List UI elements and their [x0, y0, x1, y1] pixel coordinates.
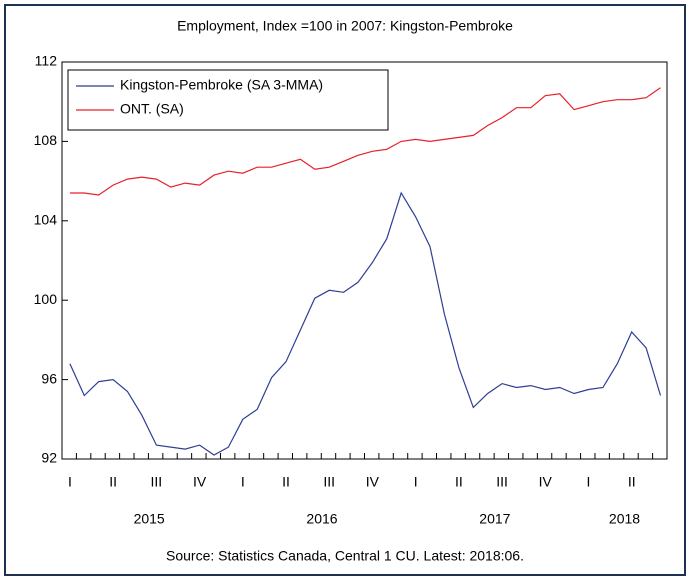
- y-tick-label: 104: [34, 212, 58, 228]
- series-line: [69, 87, 661, 196]
- x-tick-label: III: [151, 474, 163, 490]
- x-tick-label: II: [109, 474, 117, 490]
- x-tick-label: I: [68, 474, 72, 490]
- series-line: [69, 191, 662, 456]
- y-tick-label: 112: [35, 53, 58, 69]
- y-tick-label: 100: [34, 291, 58, 307]
- x-tick-label: III: [323, 474, 335, 490]
- x-tick-label: III: [496, 474, 508, 490]
- y-tick-label: 96: [41, 370, 57, 386]
- x-tick-label: II: [628, 474, 636, 490]
- year-label: 2015: [134, 511, 165, 527]
- legend-label: Kingston-Pembroke (SA 3-MMA): [120, 77, 323, 93]
- x-tick-label: IV: [366, 474, 380, 490]
- x-tick-label: IV: [193, 474, 207, 490]
- chart-title: Employment, Index =100 in 2007: Kingston…: [177, 18, 513, 34]
- year-label: 2017: [479, 511, 510, 527]
- legend-label: ONT. (SA): [120, 101, 184, 117]
- x-tick-label: IV: [539, 474, 553, 490]
- x-tick-label: II: [282, 474, 290, 490]
- x-tick-label: I: [414, 474, 418, 490]
- legend-box: [67, 69, 389, 131]
- x-tick-label: I: [587, 474, 591, 490]
- x-tick-label: I: [241, 474, 245, 490]
- y-tick-label: 108: [34, 132, 58, 148]
- year-label: 2018: [609, 511, 640, 527]
- source-note: Source: Statistics Canada, Central 1 CU.…: [166, 548, 524, 564]
- y-tick-label: 92: [41, 450, 57, 466]
- year-label: 2016: [306, 511, 337, 527]
- x-tick-label: II: [455, 474, 463, 490]
